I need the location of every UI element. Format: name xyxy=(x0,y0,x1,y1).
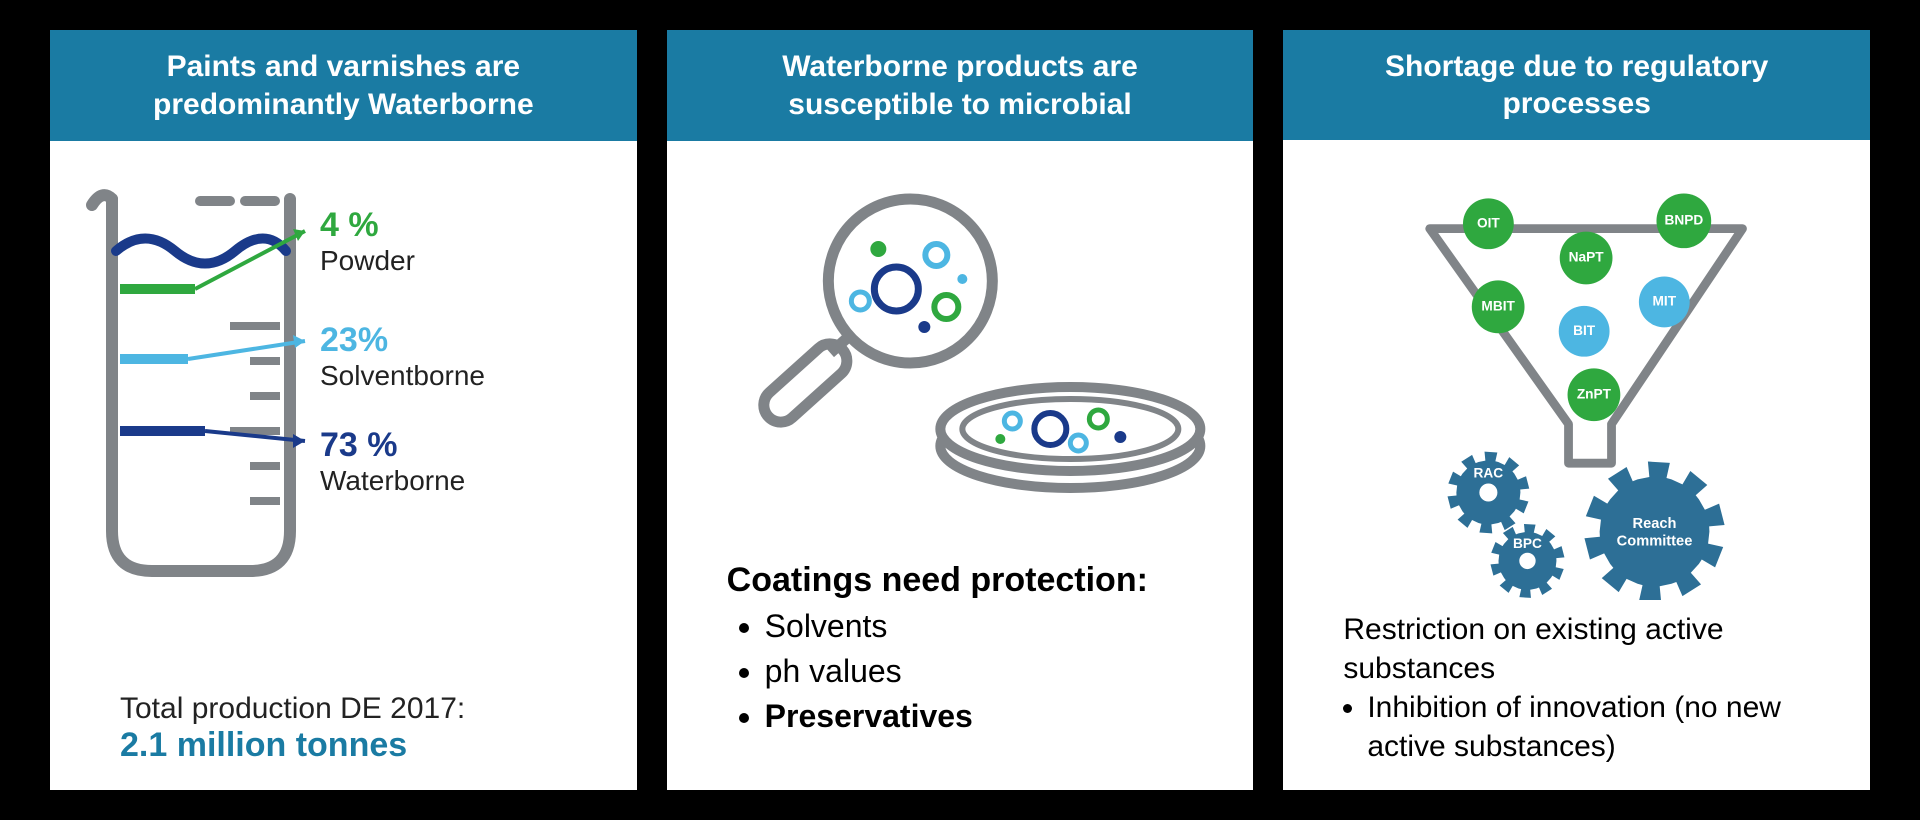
beaker-legend: 4 % Powder 23% Solventborne 73 % Waterbo… xyxy=(320,171,607,672)
svg-text:OIT: OIT xyxy=(1477,215,1500,230)
total-label: Total production DE 2017: xyxy=(120,692,465,725)
svg-text:ZnPT: ZnPT xyxy=(1577,386,1612,401)
svg-text:MBIT: MBIT xyxy=(1482,298,1516,313)
name-powder: Powder xyxy=(320,245,415,277)
funnel-icon: OITBNPDNaPTMBITBITMITZnPT RACBPCReachCom… xyxy=(1313,170,1840,600)
reg-bullet-1: Restriction on existing active substance… xyxy=(1343,610,1840,688)
bullet-solvents: Solvents xyxy=(765,604,1224,649)
svg-text:BIT: BIT xyxy=(1573,323,1596,338)
svg-text:NaPT: NaPT xyxy=(1569,250,1605,265)
panel-waterborne-share: Paints and varnishes are predominantly W… xyxy=(50,30,637,790)
reg-bullet-2: Inhibition of innovation (no new active … xyxy=(1367,688,1840,766)
panel2-header: Waterborne products are susceptible to m… xyxy=(667,30,1254,141)
panel3-header: Shortage due to regulatory processes xyxy=(1283,30,1870,140)
svg-text:BNPD: BNPD xyxy=(1665,212,1704,227)
pct-waterborne: 73 % xyxy=(320,426,465,465)
panel-microbial: Waterborne products are susceptible to m… xyxy=(667,30,1254,790)
coatings-title: Coatings need protection: xyxy=(727,561,1224,600)
bullet-ph: ph values xyxy=(765,649,1224,694)
regulatory-bullets: Restriction on existing active substance… xyxy=(1313,610,1840,766)
svg-text:MIT: MIT xyxy=(1653,294,1677,309)
name-waterborne: Waterborne xyxy=(320,465,465,497)
panel2-body: Coatings need protection: Solvents ph va… xyxy=(667,141,1254,790)
panel1-header: Paints and varnishes are predominantly W… xyxy=(50,30,637,141)
total-value: 2.1 million tonnes xyxy=(120,726,407,764)
coatings-list: Solvents ph values Preservatives xyxy=(727,604,1224,738)
panel-regulatory: Shortage due to regulatory processes OIT… xyxy=(1283,30,1870,790)
pct-solventborne: 23% xyxy=(320,321,485,360)
svg-text:BPC: BPC xyxy=(1513,536,1542,551)
beaker-icon xyxy=(80,171,310,591)
microbe-icon xyxy=(697,171,1224,501)
panel3-body: OITBNPDNaPTMBITBITMITZnPT RACBPCReachCom… xyxy=(1283,140,1870,791)
pct-powder: 4 % xyxy=(320,206,415,245)
svg-text:RAC: RAC xyxy=(1474,466,1504,481)
bullet-preservatives: Preservatives xyxy=(765,694,1224,739)
panel1-body: 4 % Powder 23% Solventborne 73 % Waterbo… xyxy=(50,141,637,790)
name-solventborne: Solventborne xyxy=(320,360,485,392)
